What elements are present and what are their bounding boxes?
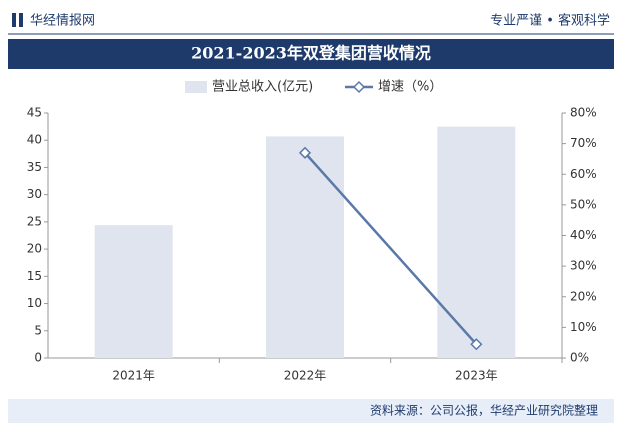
x-tick-label: 2021年 xyxy=(112,369,155,383)
logo xyxy=(19,13,23,27)
y2-tick-label: 80% xyxy=(570,106,597,120)
y2-tick-label: 70% xyxy=(570,136,597,150)
x-tick-label: 2022年 xyxy=(284,369,327,383)
title-bar xyxy=(8,39,614,69)
y2-tick-label: 0% xyxy=(570,351,589,365)
y-tick-label: 45 xyxy=(27,106,42,120)
bar xyxy=(437,126,516,358)
legend-swatch xyxy=(352,80,366,94)
y-tick-label: 40 xyxy=(27,133,42,147)
y2-tick-label: 40% xyxy=(570,228,597,242)
line-marker xyxy=(470,338,483,351)
legend-label: 增速（%） xyxy=(378,80,442,95)
y-tick-label: 30 xyxy=(27,187,42,201)
line-marker xyxy=(298,146,312,159)
y-tick-label: 20 xyxy=(27,242,42,256)
y-tick-label: 15 xyxy=(27,269,42,283)
y2-tick-label: 10% xyxy=(570,320,597,334)
y-tick-label: 0 xyxy=(34,351,42,365)
y2-tick-label: 60% xyxy=(570,167,597,181)
legend-label: 营业总收入(亿元) xyxy=(212,80,313,95)
y-tick-label: 35 xyxy=(27,160,42,174)
footer-bar xyxy=(8,399,614,423)
source: 资料来源：公司公报，华经产业研究院整理 xyxy=(370,403,598,418)
legend-swatch xyxy=(185,81,207,93)
y2-tick-label: 30% xyxy=(570,259,597,273)
slogan: 专业严谨 • 客观科学 xyxy=(490,13,610,29)
y-tick-label: 5 xyxy=(34,323,42,337)
y-tick-label: 25 xyxy=(27,214,42,228)
y2-tick-label: 20% xyxy=(570,289,597,303)
logo xyxy=(12,13,16,27)
line xyxy=(304,151,478,346)
x-tick-label: 2023年 xyxy=(455,369,498,383)
bar xyxy=(94,225,173,358)
chart-title: 2021-2023年双登集团营收情况 xyxy=(191,44,431,63)
y-tick-label: 10 xyxy=(27,296,42,310)
bar xyxy=(266,136,344,358)
y2-tick-label: 50% xyxy=(570,197,597,211)
brand: 华经情报网 xyxy=(30,14,95,29)
